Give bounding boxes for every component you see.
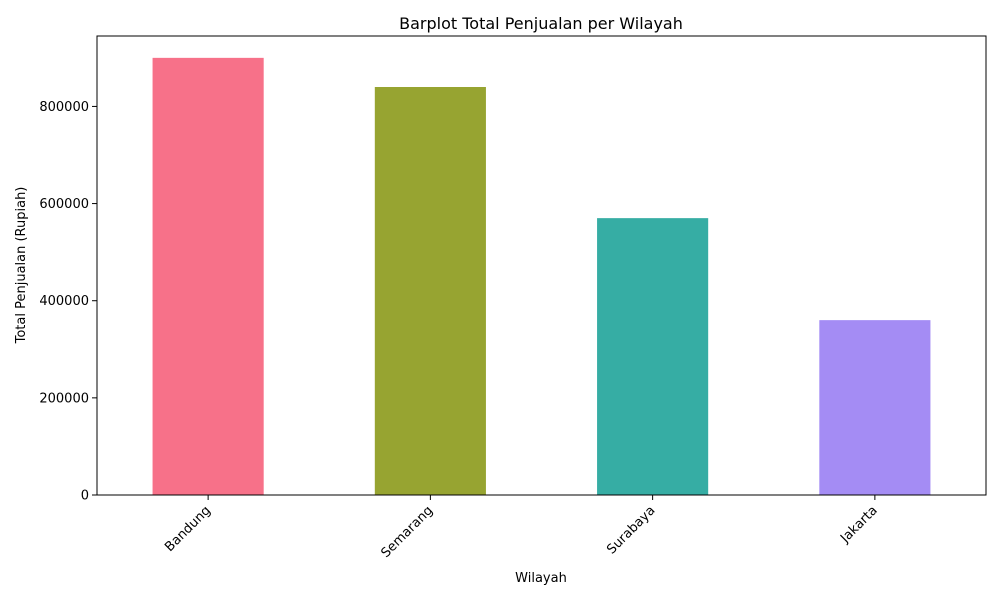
y-axis-label: Total Penjualan (Rupiah) xyxy=(14,187,29,345)
chart-title: Barplot Total Penjualan per Wilayah xyxy=(399,14,683,33)
y-tick-label: 600000 xyxy=(39,197,89,212)
bar-semarang xyxy=(374,87,486,495)
bar-jakarta xyxy=(819,320,931,495)
y-axis-ticks: 0 200000 400000 600000 800000 xyxy=(39,100,97,504)
x-tick-label: Jakarta xyxy=(837,503,880,546)
x-axis-label: Wilayah xyxy=(515,571,567,586)
y-tick-label: 800000 xyxy=(39,100,89,115)
x-axis-ticks: Bandung Semarang Surabaya Jakarta xyxy=(162,495,881,561)
y-tick-label: 0 xyxy=(81,489,89,504)
bars-group xyxy=(152,57,931,495)
plot-frame xyxy=(96,35,987,496)
x-tick-label: Surabaya xyxy=(604,503,658,557)
bar-bandung xyxy=(152,57,264,495)
bar-surabaya xyxy=(597,218,709,495)
x-tick-label: Semarang xyxy=(378,503,436,561)
x-tick-label: Bandung xyxy=(162,503,214,555)
y-tick-label: 400000 xyxy=(39,294,89,309)
y-tick-label: 200000 xyxy=(39,391,89,406)
